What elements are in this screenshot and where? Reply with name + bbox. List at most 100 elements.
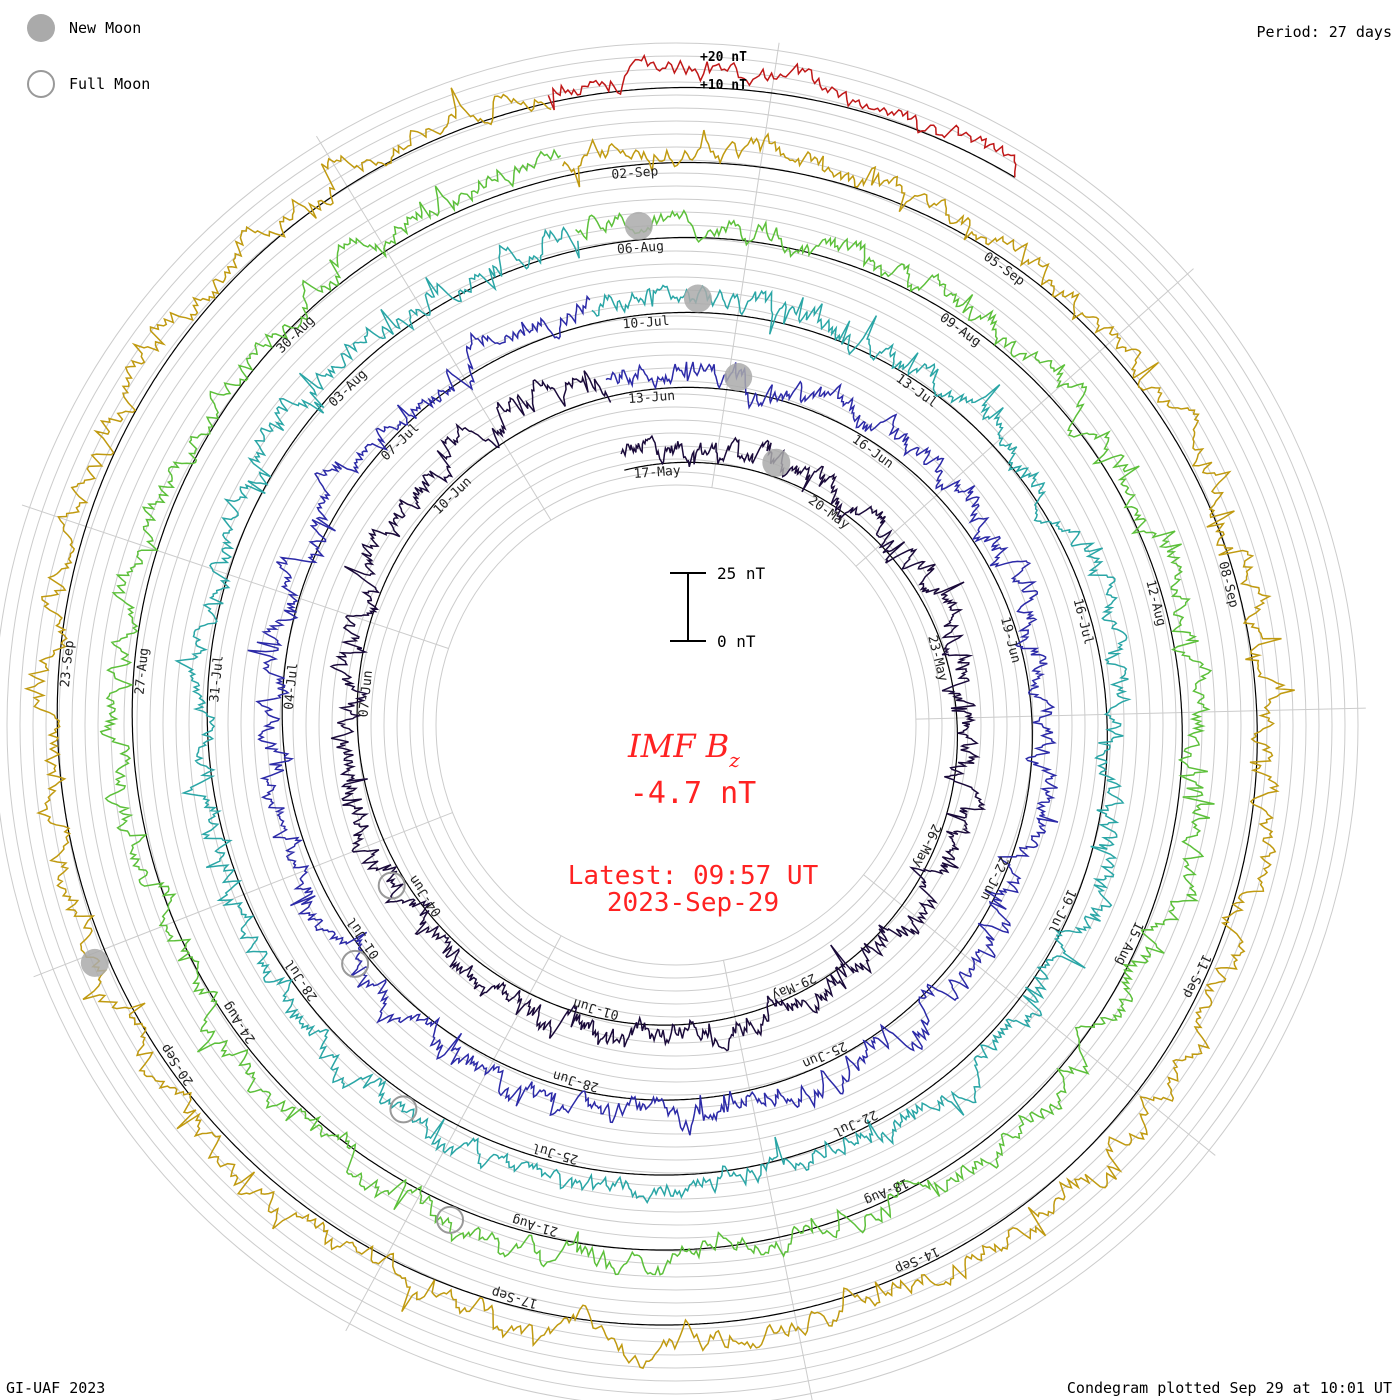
footer-credit: GI-UAF 2023 [6,1379,106,1397]
spoke [711,42,780,488]
grid-ring [0,42,1359,1400]
spoke [855,268,1194,567]
date-label: 02-Sep [611,164,659,182]
baseline-rotation-6 [549,86,1016,178]
baseline-rotation-2 [281,322,1033,1101]
date-label: 10-Jul [622,314,670,332]
baseline-rotation-3 [206,249,1108,1176]
grid-ring [292,341,1060,1109]
spoke [722,960,813,1400]
date-label: 29-May [769,970,818,1003]
baseline-rotation-1 [356,396,958,1026]
new-moon-marker [624,211,653,240]
date-label: 07-Jun [356,670,376,718]
date-label: 31-Jul [207,655,227,703]
date-label: 13-Jun [628,389,676,407]
date-label: 09-Aug [937,310,984,350]
full-moon-marker [389,1095,418,1124]
date-label: 17-May [633,463,681,481]
new-moon-icon [27,14,55,42]
full-moon-icon [27,70,55,98]
grid-ring [214,263,1138,1187]
grid-ring [19,68,1333,1382]
date-label: 11-Sep [1180,952,1214,1001]
scale-top-label: 25 nT [717,564,766,583]
grid-ring [201,250,1151,1200]
period-label: Period: 27 days [1256,23,1392,41]
new-moon-marker [80,948,109,977]
grid-ring [227,276,1125,1174]
latest-date: 2023-Sep-29 [607,888,779,918]
date-label: 30-Aug [274,313,318,357]
date-label: 18-Aug [862,1175,911,1208]
grid-ring [123,172,1229,1278]
legend-full-moon: Full Moon [27,70,150,98]
grid-ring [240,289,1112,1161]
grid-ring [396,445,956,1005]
trace-rotation-5 [23,87,1295,1370]
spoke [915,707,1366,720]
ring-label-plus10: +10 nT [700,78,747,93]
grid-ring [253,302,1099,1148]
footer-plot-time: Condegram plotted Sep 29 at 10:01 UT [1066,1379,1392,1397]
date-label: 19-Jul [1045,886,1079,935]
trace-rotation-2 [247,294,1059,1136]
baseline-rotation-4 [131,175,1183,1251]
grid-ring [409,458,943,992]
grid-ring [32,81,1320,1369]
grid-ring [84,133,1268,1317]
grid-ring [357,406,995,1044]
new-moon-marker [762,448,791,477]
spoke [33,812,453,978]
date-label: 28-Jun [551,1067,600,1094]
date-label: 26-May [909,821,943,870]
grid-ring [422,471,930,979]
new-moon-marker [683,284,712,313]
grid-ring [370,419,982,1031]
date-label: 04-Jul [282,662,302,710]
date-label: 27-Aug [133,647,153,695]
grid-ring [136,185,1216,1265]
moon-markers [80,211,791,1234]
trace-rotation-6 [547,53,1017,178]
date-label: 22-Jun [977,854,1011,903]
legend-new-moon: New Moon [27,14,141,42]
data-traces [23,53,1295,1370]
grid-ring [331,380,1021,1070]
legend-new-moon-label: New Moon [69,19,142,37]
grid-ring [97,146,1255,1304]
latest-time: Latest: 09:57 UT [568,861,819,891]
readout-value: -4.7 nT [630,776,756,811]
grid-ring [279,328,1073,1122]
legend-full-moon-label: Full Moon [69,75,151,93]
baseline-rings [56,86,1258,1326]
grid-ring [45,94,1307,1356]
grid-rings [0,42,1359,1400]
grid-ring [435,484,917,966]
grid-ring [305,354,1047,1096]
trace-rotation-1 [329,370,987,1052]
grid-ring [71,120,1281,1330]
full-moon-marker [377,871,406,900]
full-moon-marker [436,1205,465,1234]
scale-bottom-label: 0 nT [717,632,756,651]
grid-ring [188,237,1164,1213]
grid-ring [266,315,1086,1135]
full-moon-marker [341,949,370,978]
spoke [21,504,449,649]
grid-ring [6,55,1346,1395]
grid-ring [344,393,1008,1057]
spoke [316,135,552,521]
date-label: 15-Aug [1112,919,1146,968]
grid-ring [162,211,1190,1239]
baseline-rotation-5 [56,102,1258,1326]
trace-rotation-4 [99,148,1215,1276]
spoke [345,935,562,1332]
ring-label-plus20: +20 nT [700,50,747,65]
grid-ring [149,198,1203,1252]
grid-ring [58,107,1294,1343]
date-label: 21-Aug [510,1212,559,1239]
date-label: 06-Aug [617,239,665,257]
grid-ring [175,224,1177,1226]
readout-title: IMF Bz [627,727,740,772]
